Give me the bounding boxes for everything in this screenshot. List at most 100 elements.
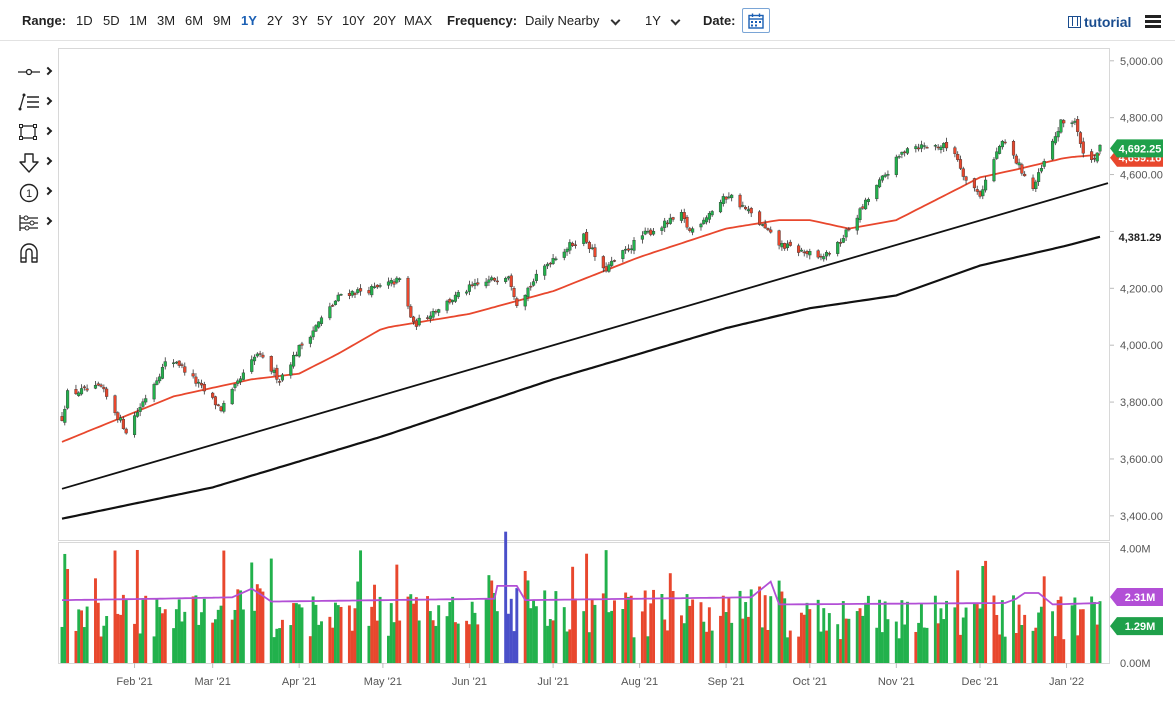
- volume-bar: [660, 594, 664, 663]
- range-3y[interactable]: 3Y: [292, 13, 308, 28]
- candle: [984, 176, 988, 193]
- candle: [1070, 120, 1074, 128]
- candle: [414, 318, 418, 330]
- volume-bar: [880, 632, 884, 663]
- volume-bar: [82, 627, 86, 663]
- time-tick-label: Jun '21: [452, 676, 487, 688]
- range-2y[interactable]: 2Y: [267, 13, 283, 28]
- volume-bar: [1079, 609, 1082, 663]
- volume-bar: [470, 601, 474, 663]
- price-tick-label: 4,600.00: [1120, 170, 1163, 182]
- candle: [292, 351, 296, 369]
- shape-tool[interactable]: [15, 120, 55, 144]
- volume-bar: [280, 619, 284, 663]
- volume-bar: [632, 637, 636, 663]
- candle: [63, 405, 67, 426]
- range-3m[interactable]: 3M: [157, 13, 176, 28]
- range-1m[interactable]: 1M: [129, 13, 148, 28]
- candle: [113, 394, 117, 416]
- candle: [992, 157, 996, 183]
- candle: [417, 314, 421, 327]
- candle: [1020, 162, 1024, 176]
- volume-bar: [839, 639, 842, 663]
- studies-tool[interactable]: [15, 210, 55, 234]
- arrow-tool[interactable]: [15, 150, 55, 174]
- volume-bar: [992, 595, 996, 663]
- volume-bar: [646, 636, 650, 663]
- range-6m[interactable]: 6M: [185, 13, 204, 28]
- volume-bar: [158, 607, 162, 663]
- candle: [571, 241, 575, 247]
- range-max[interactable]: MAX: [404, 13, 433, 28]
- range-1d[interactable]: 1D: [76, 13, 93, 28]
- volume-bar: [311, 596, 315, 663]
- volume-bar: [786, 637, 789, 663]
- date-picker-button[interactable]: [742, 8, 770, 33]
- counter-tool[interactable]: 1: [15, 180, 55, 204]
- volume-bar: [797, 636, 801, 663]
- volume-bar: [359, 550, 363, 663]
- candle: [398, 277, 402, 283]
- volume-bar: [437, 605, 441, 663]
- volume-bar: [495, 611, 499, 663]
- chart-area[interactable]: 5,000.004,800.004,600.004,400.004,200.00…: [0, 40, 1175, 703]
- candle: [780, 240, 784, 251]
- volume-bar: [666, 630, 669, 663]
- candle: [705, 215, 709, 225]
- trendline-tool[interactable]: [15, 90, 55, 114]
- volume-bar: [961, 617, 965, 663]
- volume-bar: [428, 611, 432, 663]
- candle: [470, 281, 474, 288]
- volume-bar: [942, 619, 946, 663]
- volume-bar: [85, 606, 89, 663]
- candle: [1076, 115, 1080, 137]
- candle: [838, 238, 843, 247]
- tutorial-link[interactable]: tutorial: [1068, 14, 1131, 30]
- range-20y[interactable]: 20Y: [373, 13, 397, 28]
- volume-bar: [903, 624, 907, 663]
- range-5y[interactable]: 5Y: [317, 13, 333, 28]
- volume-bar: [116, 613, 120, 663]
- candle: [864, 197, 868, 210]
- volume-bar: [272, 637, 276, 663]
- range-1y[interactable]: 1Y: [241, 13, 257, 28]
- time-tick-label: Sep '21: [708, 676, 745, 688]
- candle: [77, 391, 81, 397]
- volume-bar: [241, 609, 245, 663]
- candle: [568, 239, 572, 255]
- volume-bar: [816, 599, 820, 663]
- candle: [702, 217, 706, 225]
- volume-bar: [80, 610, 83, 663]
- candle: [741, 201, 745, 208]
- candle: [347, 289, 351, 300]
- candle: [372, 282, 377, 289]
- period-chevron-down-icon[interactable]: [670, 15, 681, 26]
- svg-text:1: 1: [26, 188, 32, 200]
- frequency-select[interactable]: Daily Nearby: [525, 13, 600, 28]
- volume-bar: [1053, 636, 1057, 663]
- candle: [515, 296, 519, 308]
- candle: [158, 373, 162, 384]
- candle: [233, 383, 237, 392]
- candle: [624, 246, 628, 254]
- candle: [431, 308, 435, 320]
- range-5d[interactable]: 5D: [103, 13, 120, 28]
- volume-bar: [984, 560, 988, 663]
- candle: [668, 213, 672, 225]
- range-9m[interactable]: 9M: [213, 13, 232, 28]
- volume-bar: [900, 600, 904, 663]
- volume-bar: [278, 628, 282, 663]
- volume-bar: [906, 601, 909, 663]
- frequency-chevron-down-icon[interactable]: [610, 15, 621, 26]
- volume-bar: [504, 531, 508, 663]
- menu-icon[interactable]: [1145, 15, 1161, 28]
- candle: [601, 255, 605, 273]
- candle: [783, 242, 787, 251]
- candle: [476, 278, 480, 287]
- trendline-icon: [18, 93, 39, 111]
- range-10y[interactable]: 10Y: [342, 13, 366, 28]
- volume-bar: [841, 601, 845, 663]
- period-select[interactable]: 1Y: [645, 13, 661, 28]
- crosshair-tool[interactable]: [15, 60, 55, 84]
- magnet-tool[interactable]: [15, 240, 55, 264]
